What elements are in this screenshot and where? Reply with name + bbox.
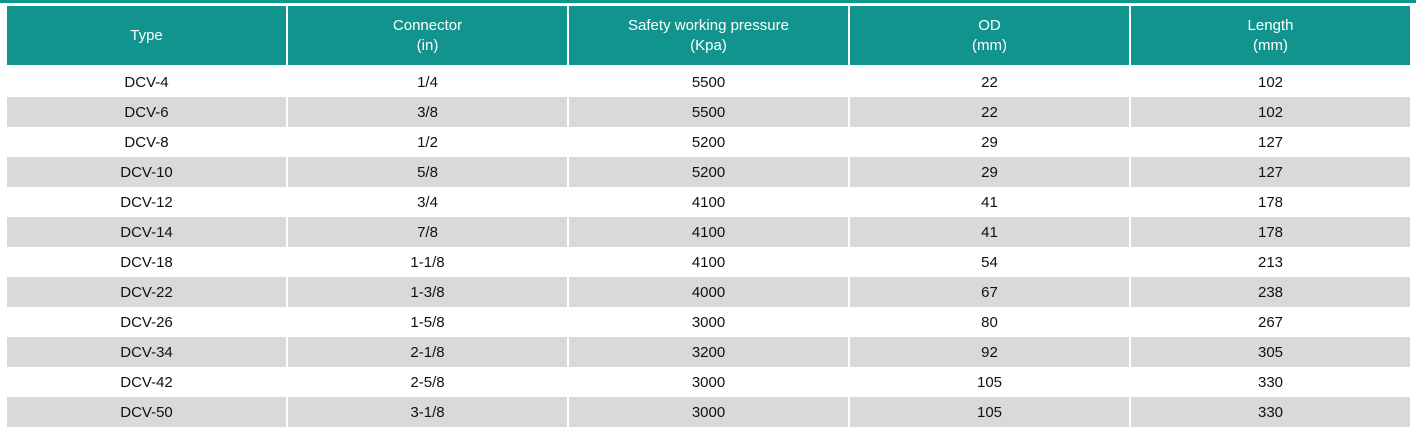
table-cell: 22 (850, 67, 1131, 97)
table-cell: 3/8 (288, 97, 569, 127)
table-cell: 3000 (569, 307, 850, 337)
table-row: DCV-42 2-5/8 3000 105 330 (7, 367, 1410, 397)
column-unit: (Kpa) (690, 36, 727, 54)
spec-table: Type Connector (in) Safety working pressure… (7, 6, 1410, 427)
table-cell: 4100 (569, 247, 850, 277)
table-cell: 330 (1257, 373, 1284, 391)
table-row: DCV-8 1/2 5200 29 127 (7, 127, 1410, 157)
table-cell: 67 (850, 277, 1131, 307)
table-cell: 178 (1257, 193, 1284, 211)
table-cell: 2-5/8 (288, 367, 569, 397)
table-cell: 3-1/8 (288, 397, 569, 427)
table-cell: 29 (850, 157, 1131, 187)
table-cell: 1/4 (288, 67, 569, 97)
table-cell: 102 (1257, 73, 1284, 91)
column-unit: (mm) (972, 36, 1007, 54)
table-row: DCV-4 1/4 5500 22 102 (7, 67, 1410, 97)
table-cell: 213 (1257, 253, 1284, 271)
table-cell: 92 (850, 337, 1131, 367)
table-cell: DCV-22 (7, 277, 288, 307)
column-title: Type (130, 26, 163, 44)
table-cell: 2-1/8 (288, 337, 569, 367)
table-cell: 5500 (569, 67, 850, 97)
column-header-od: OD (mm) (850, 6, 1131, 65)
table-body: DCV-4 1/4 5500 22 102 DCV-6 3/8 5500 22 102 DCV-8 1… (7, 67, 1410, 427)
table-cell: DCV-42 (7, 367, 288, 397)
table-cell: 22 (850, 97, 1131, 127)
column-header-connector: Connector (in) (288, 6, 569, 65)
table-cell: 105 (850, 397, 1131, 427)
table-cell: DCV-4 (7, 67, 288, 97)
table-cell: 330 (1257, 403, 1284, 421)
table-row: DCV-34 2-1/8 3200 92 305 (7, 337, 1410, 367)
table-cell: DCV-34 (7, 337, 288, 367)
table-cell: 1/2 (288, 127, 569, 157)
column-unit: (mm) (1253, 36, 1288, 54)
column-title: Safety working pressure (628, 16, 789, 34)
table-cell: DCV-18 (7, 247, 288, 277)
table-cell: 29 (850, 127, 1131, 157)
table-cell: 1-5/8 (288, 307, 569, 337)
table-cell: 238 (1257, 283, 1284, 301)
table-cell: 305 (1257, 343, 1284, 361)
table-cell: 7/8 (288, 217, 569, 247)
table-cell: 3200 (569, 337, 850, 367)
table-cell: 80 (850, 307, 1131, 337)
table-cell: 5200 (569, 127, 850, 157)
table-cell: 127 (1257, 133, 1284, 151)
table-row: DCV-22 1-3/8 4000 67 238 (7, 277, 1410, 307)
table-cell: 1-3/8 (288, 277, 569, 307)
table-cell: DCV-12 (7, 187, 288, 217)
table-cell: DCV-50 (7, 397, 288, 427)
table-cell: 5/8 (288, 157, 569, 187)
table-cell: 54 (850, 247, 1131, 277)
table-header-row: Type Connector (in) Safety working pressure… (7, 6, 1410, 67)
table-cell: DCV-26 (7, 307, 288, 337)
table-row: DCV-14 7/8 4100 41 178 (7, 217, 1410, 247)
table-cell: DCV-14 (7, 217, 288, 247)
table-cell: 3/4 (288, 187, 569, 217)
table-cell: 105 (850, 367, 1131, 397)
table-cell: 1-1/8 (288, 247, 569, 277)
column-unit: (in) (416, 36, 439, 54)
table-row: DCV-26 1-5/8 3000 80 267 (7, 307, 1410, 337)
table-cell: 41 (850, 217, 1131, 247)
column-title: OD (978, 16, 1001, 34)
table-cell: 5500 (569, 97, 850, 127)
table-cell: 41 (850, 187, 1131, 217)
table-row: DCV-12 3/4 4100 41 178 (7, 187, 1410, 217)
table-cell: 4000 (569, 277, 850, 307)
table-cell: 5200 (569, 157, 850, 187)
table-cell: 4100 (569, 217, 850, 247)
table-cell: 3000 (569, 397, 850, 427)
table-row: DCV-50 3-1/8 3000 105 330 (7, 397, 1410, 427)
table-cell: DCV-6 (7, 97, 288, 127)
column-title: Length (1247, 16, 1294, 34)
table-cell: 178 (1257, 223, 1284, 241)
table-cell: DCV-10 (7, 157, 288, 187)
table-cell: DCV-8 (7, 127, 288, 157)
table-cell: 127 (1257, 163, 1284, 181)
column-header-type: Type (7, 6, 288, 65)
column-header-safety-working-pressure: Safety working pressure (Kpa) (569, 6, 850, 65)
table-row: DCV-6 3/8 5500 22 102 (7, 97, 1410, 127)
table-cell: 267 (1257, 313, 1284, 331)
table-top-border (0, 0, 1416, 3)
column-title: Connector (392, 16, 463, 34)
table-cell: 102 (1257, 103, 1284, 121)
table-row: DCV-10 5/8 5200 29 127 (7, 157, 1410, 187)
table-cell: 4100 (569, 187, 850, 217)
table-cell: 3000 (569, 367, 850, 397)
column-header-length: Length (mm) (1131, 6, 1410, 65)
table-row: DCV-18 1-1/8 4100 54 213 (7, 247, 1410, 277)
